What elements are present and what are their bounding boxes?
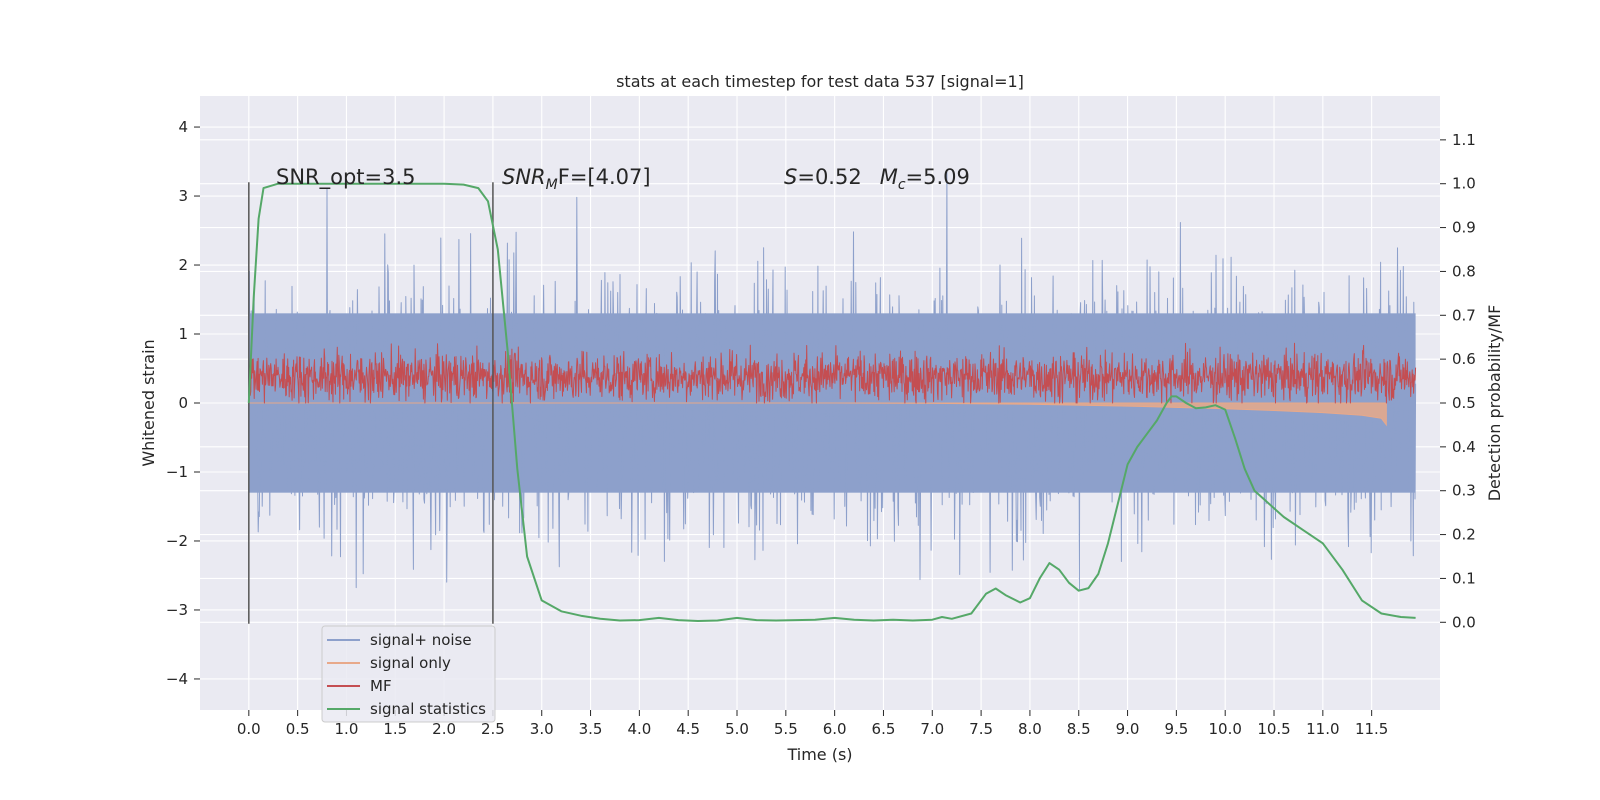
annotation-snr-opt: SNR_opt=3.5 bbox=[276, 165, 416, 190]
y-tick-label: −3 bbox=[166, 601, 188, 619]
x-tick-label: 5.5 bbox=[774, 720, 798, 738]
plot-content bbox=[247, 171, 1417, 624]
legend-label-signal-only: signal only bbox=[370, 654, 451, 672]
x-tick-label: 4.0 bbox=[627, 720, 651, 738]
chart-title: stats at each timestep for test data 537… bbox=[616, 72, 1024, 91]
y-tick-label: 1 bbox=[178, 325, 188, 343]
x-tick-label: 7.5 bbox=[969, 720, 993, 738]
x-tick-label: 3.0 bbox=[530, 720, 554, 738]
y-tick-label: −4 bbox=[166, 670, 188, 688]
x-tick-label: 2.5 bbox=[481, 720, 505, 738]
s-symbol: S bbox=[784, 165, 797, 189]
series-signal-noise-line bbox=[248, 171, 1417, 590]
series-signal-statistics bbox=[247, 182, 1416, 622]
y2-tick-label: 0.7 bbox=[1452, 306, 1476, 324]
annotation-snr-mf: SNRMF=[4.07] bbox=[502, 165, 651, 193]
x-tick-label: 3.5 bbox=[579, 720, 603, 738]
x-tick-label: 11.5 bbox=[1355, 720, 1388, 738]
snr-mf-symbol: SNR bbox=[502, 165, 546, 189]
legend-label-signal-noise: signal+ noise bbox=[370, 631, 472, 649]
y2-tick-label: 1.1 bbox=[1452, 131, 1476, 149]
y2-tick-label: 1.0 bbox=[1452, 175, 1476, 193]
y-tick-label: 3 bbox=[178, 187, 188, 205]
legend-label-signal-statistics: signal statistics bbox=[370, 700, 486, 718]
y2-tick-label: 0.2 bbox=[1452, 526, 1476, 544]
x-tick-label: 1.5 bbox=[383, 720, 407, 738]
snr-mf-value: F=[4.07] bbox=[558, 165, 651, 189]
x-tick-label: 6.0 bbox=[823, 720, 847, 738]
x-tick-label: 5.0 bbox=[725, 720, 749, 738]
y2-tick-label: 0.8 bbox=[1452, 262, 1476, 280]
x-tick-label: 2.0 bbox=[432, 720, 456, 738]
x-tick-label: 10.5 bbox=[1257, 720, 1290, 738]
x-tick-label: 8.5 bbox=[1067, 720, 1091, 738]
x-tick-label: 0.5 bbox=[286, 720, 310, 738]
x-tick-label: 7.0 bbox=[920, 720, 944, 738]
y2-tick-label: 0.1 bbox=[1452, 569, 1476, 587]
y2-tick-label: 0.9 bbox=[1452, 219, 1476, 237]
legend: signal+ noise signal only MF signal stat… bbox=[321, 625, 496, 723]
y-tick-label: −2 bbox=[166, 532, 188, 550]
y-axis-label: Whitened strain bbox=[139, 339, 158, 466]
x-tick-label: 4.5 bbox=[676, 720, 700, 738]
mc-symbol: M bbox=[880, 165, 898, 189]
y2-tick-label: 0.6 bbox=[1452, 350, 1476, 368]
y2-tick-label: 0.4 bbox=[1452, 438, 1476, 456]
series-signal-only bbox=[248, 402, 1387, 427]
s-value: =0.52 bbox=[797, 165, 861, 189]
snr-mf-subscript: M bbox=[546, 177, 558, 193]
y-tick-label: 0 bbox=[178, 394, 188, 412]
x-tick-label: 9.5 bbox=[1164, 720, 1188, 738]
mc-subscript: c bbox=[898, 177, 906, 193]
x-tick-label: 8.0 bbox=[1018, 720, 1042, 738]
x-tick-label: 0.0 bbox=[237, 720, 261, 738]
x-axis-label: Time (s) bbox=[786, 745, 852, 764]
y-tick-label: −1 bbox=[166, 463, 188, 481]
y2-tick-label: 0.0 bbox=[1452, 613, 1476, 631]
x-axis: 0.0 0.5 1.0 1.5 2.0 2.5 3.0 3.5 4.0 4.5 5.0 5.5 6.0 6… bbox=[237, 710, 1388, 738]
y2-tick-label: 0.5 bbox=[1452, 394, 1476, 412]
y-tick-label: 4 bbox=[178, 118, 188, 136]
x-tick-label: 1.0 bbox=[335, 720, 359, 738]
legend-box bbox=[321, 625, 496, 723]
x-tick-label: 6.5 bbox=[872, 720, 896, 738]
y-axis: 4 3 2 1 0 −1 −2 −3 −4 bbox=[166, 118, 200, 688]
mc-value: =5.09 bbox=[906, 165, 970, 189]
x-tick-label: 9.0 bbox=[1116, 720, 1140, 738]
y2-tick-label: 0.3 bbox=[1452, 482, 1476, 500]
legend-label-mf: MF bbox=[370, 677, 392, 695]
x-tick-label: 11.0 bbox=[1306, 720, 1339, 738]
annotation-s-mc: S=0.52 Mc=5.09 bbox=[784, 165, 970, 193]
series-mf bbox=[248, 342, 1417, 404]
x-tick-label: 10.0 bbox=[1208, 720, 1241, 738]
y2-axis-label: Detection probability/MF bbox=[1485, 305, 1504, 502]
y-tick-label: 2 bbox=[178, 256, 188, 274]
y2-axis: 1.1 1.0 0.9 0.8 0.7 0.6 0.5 0.4 0.3 0.2 0.1 0.0 bbox=[1440, 131, 1476, 631]
